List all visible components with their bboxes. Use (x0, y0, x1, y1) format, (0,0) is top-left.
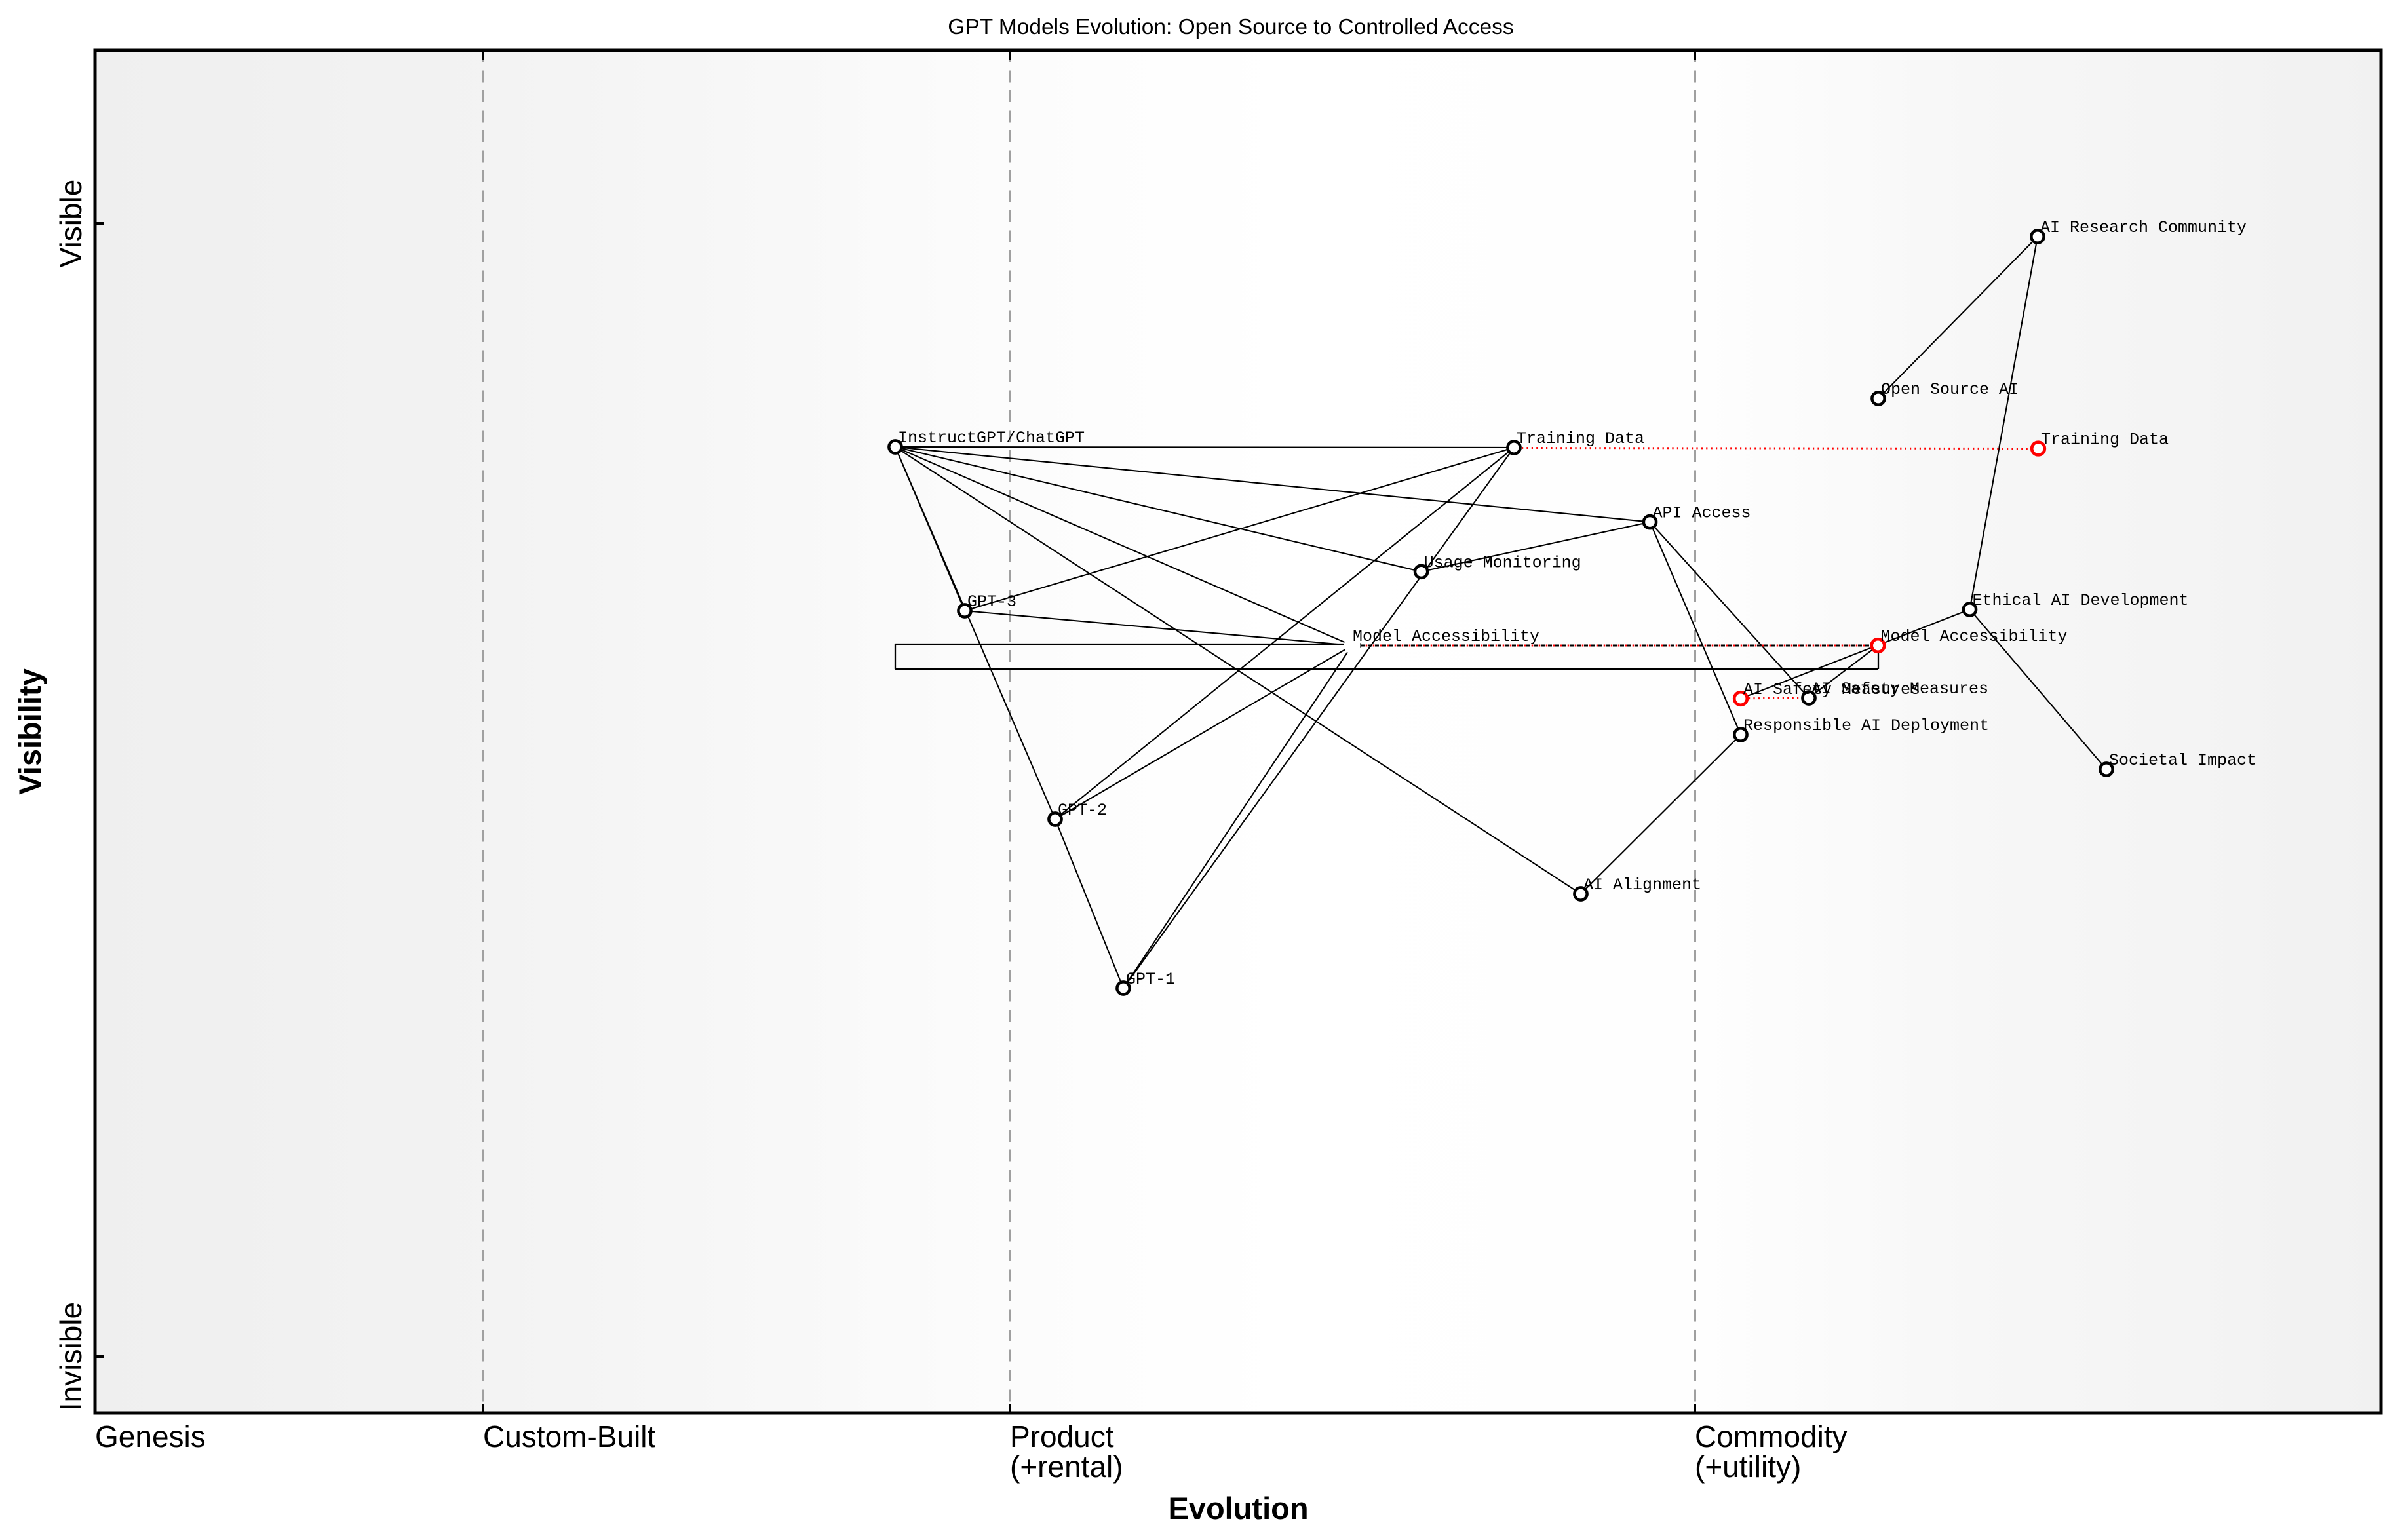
svg-text:Commodity: Commodity (1695, 1419, 1848, 1453)
svg-text:Societal Impact: Societal Impact (2109, 751, 2256, 770)
svg-text:Responsible AI Deployment: Responsible AI Deployment (1743, 716, 1989, 735)
svg-text:GPT-3: GPT-3 (967, 592, 1016, 611)
svg-text:InstructGPT/ChatGPT: InstructGPT/ChatGPT (898, 429, 1085, 448)
svg-text:API Access: API Access (1653, 504, 1751, 523)
svg-text:Product: Product (1010, 1419, 1114, 1453)
svg-text:AI Research Community: AI Research Community (2040, 218, 2247, 237)
svg-text:Model Accessibility: Model Accessibility (1881, 627, 2068, 646)
svg-text:Model Accessibility: Model Accessibility (1353, 627, 1539, 646)
svg-text:(+utility): (+utility) (1695, 1450, 1801, 1484)
svg-text:Open Source AI: Open Source AI (1881, 380, 2019, 399)
svg-text:AI Safety Measures: AI Safety Measures (1811, 680, 1988, 699)
svg-text:AI Alignment: AI Alignment (1583, 876, 1701, 895)
svg-text:Visibility: Visibility (12, 668, 47, 794)
svg-text:Visible: Visible (54, 180, 88, 268)
svg-text:(+rental): (+rental) (1010, 1450, 1123, 1484)
svg-text:AI Safety Measures: AI Safety Measures (1743, 680, 1920, 699)
svg-text:Ethical AI Development: Ethical AI Development (1973, 591, 2189, 610)
svg-text:GPT Models Evolution: Open Sou: GPT Models Evolution: Open Source to Con… (948, 15, 1513, 39)
svg-text:Usage Monitoring: Usage Monitoring (1424, 553, 1581, 572)
svg-text:Genesis: Genesis (95, 1419, 206, 1453)
svg-text:Training Data: Training Data (2041, 431, 2169, 450)
svg-text:Training Data: Training Data (1517, 429, 1644, 448)
svg-text:Invisible: Invisible (54, 1302, 88, 1411)
svg-text:Evolution: Evolution (1168, 1491, 1308, 1526)
svg-text:GPT-1: GPT-1 (1126, 970, 1175, 989)
svg-text:GPT-2: GPT-2 (1058, 801, 1107, 820)
svg-text:Custom-Built: Custom-Built (483, 1419, 656, 1453)
